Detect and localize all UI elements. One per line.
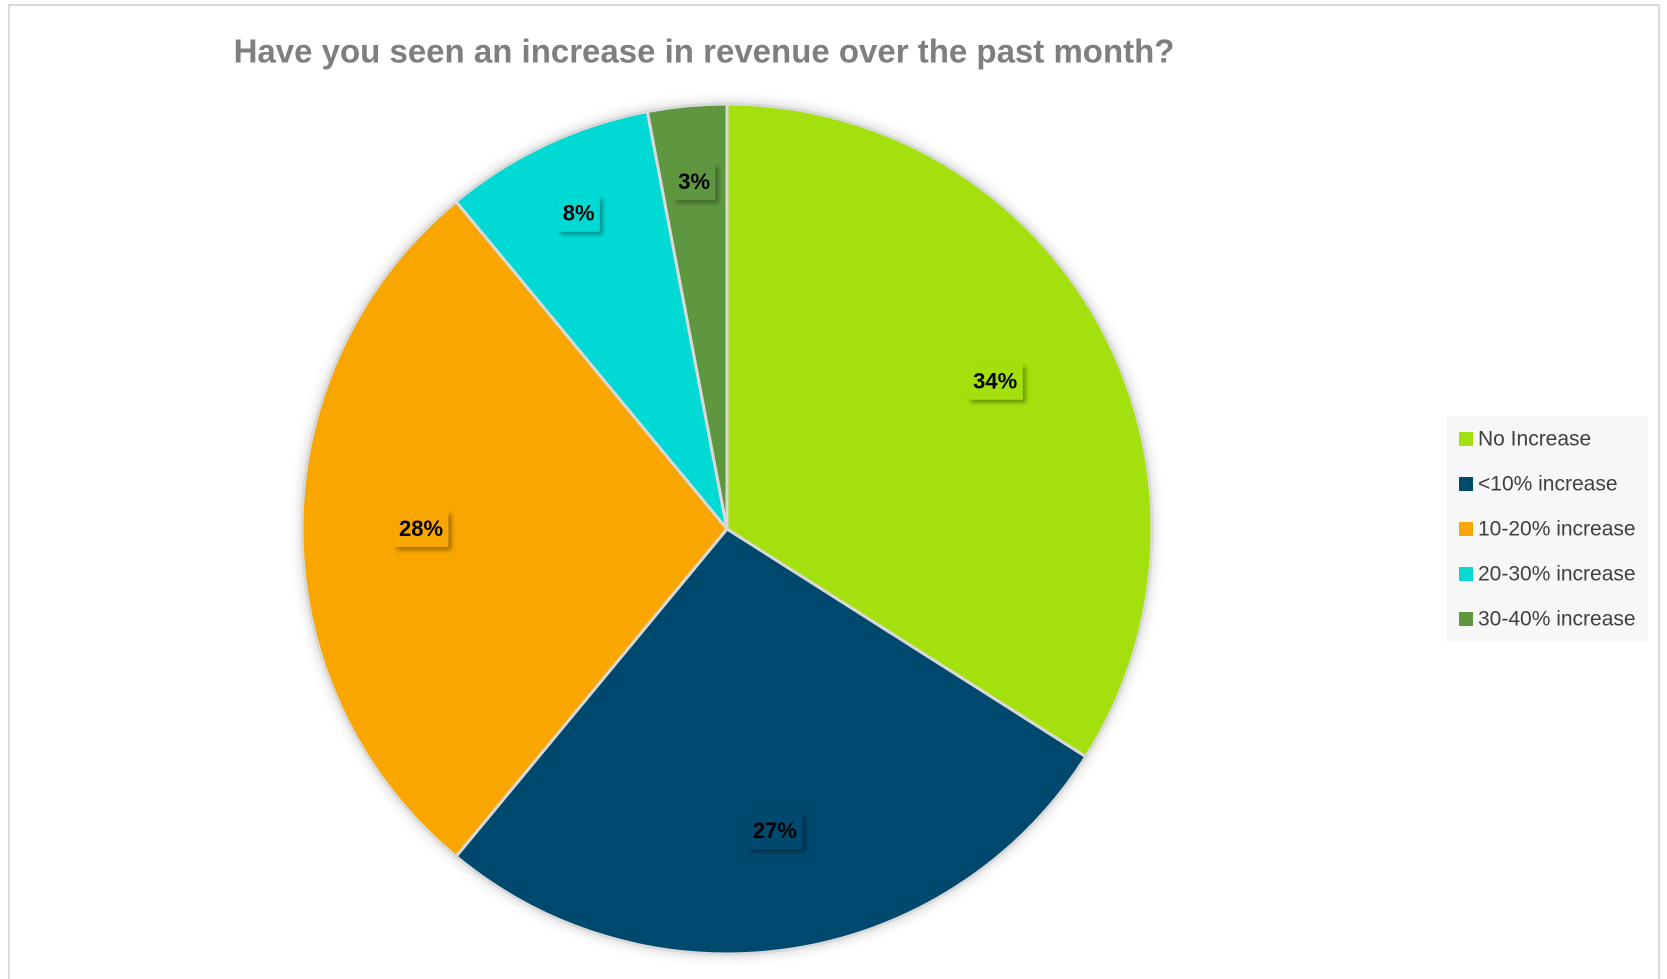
legend-label: No Increase [1478,428,1591,451]
data-label-box [557,195,600,232]
data-label: 3% [678,169,710,194]
pie-slice [300,199,729,859]
pie-slice [725,102,1154,759]
legend-swatch [1459,432,1473,446]
pie-slice [645,102,729,530]
legend-label: 10-20% increase [1478,518,1636,541]
pie-slice [453,527,1088,956]
legend-label: 20-30% increase [1478,563,1636,586]
data-label-box [673,164,716,201]
legend-box [1446,416,1648,642]
data-label: 34% [973,368,1017,393]
data-label-box [747,813,803,850]
data-label-box [967,363,1023,400]
legend-swatch [1459,477,1473,491]
data-label: 8% [563,200,595,225]
legend-swatch [1459,612,1473,626]
data-label: 27% [753,818,797,843]
pie-slice [453,109,729,530]
data-label-box [393,511,449,547]
pie [300,102,1154,956]
legend-swatch [1459,567,1473,581]
legend-label: 30-40% increase [1478,608,1636,631]
legend-label: <10% increase [1478,473,1618,496]
data-label: 28% [399,516,443,541]
legend-swatch [1459,522,1473,536]
chart-title: Have you seen an increase in revenue ove… [234,33,1175,70]
